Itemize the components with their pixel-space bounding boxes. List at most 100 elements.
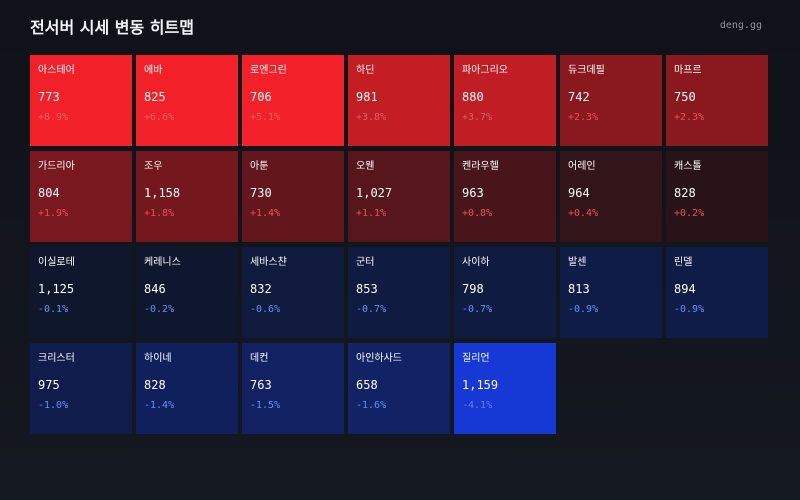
server-change: -0.9% xyxy=(674,304,705,315)
heatmap-cell[interactable]: 로엔그린 706 +5.1% xyxy=(242,55,344,146)
heatmap-cell[interactable]: 군터 853 -0.7% xyxy=(348,247,450,338)
server-price: 773 xyxy=(38,90,60,104)
server-name: 질리언 xyxy=(462,353,490,364)
server-price: 825 xyxy=(144,90,166,104)
server-name: 아스테어 xyxy=(38,65,75,76)
server-name: 가드리아 xyxy=(38,161,75,172)
brand-label: deng.gg xyxy=(719,20,762,31)
server-name: 하딘 xyxy=(356,65,375,76)
server-change: -1.6% xyxy=(356,400,387,411)
server-name: 캐스톨 xyxy=(674,161,702,172)
server-name: 어레인 xyxy=(568,161,596,172)
heatmap-cell[interactable]: 오웬 1,027 +1.1% xyxy=(348,151,450,242)
server-name: 듀크데필 xyxy=(568,65,605,76)
server-name: 마프르 xyxy=(674,65,702,76)
heatmap-cell[interactable]: 파아그리오 880 +3.7% xyxy=(454,55,556,146)
server-price: 975 xyxy=(38,378,60,392)
server-price: 804 xyxy=(38,186,60,200)
server-name: 조우 xyxy=(144,161,163,172)
server-change: +0.4% xyxy=(568,208,599,219)
server-price: 894 xyxy=(674,282,696,296)
server-change: -0.7% xyxy=(356,304,387,315)
server-price: 1,159 xyxy=(462,378,499,392)
server-change: -0.1% xyxy=(38,304,69,315)
server-price: 1,027 xyxy=(356,186,393,200)
heatmap-cell[interactable]: 듀크데필 742 +2.3% xyxy=(560,55,662,146)
server-price: 828 xyxy=(674,186,696,200)
server-change: -1.5% xyxy=(250,400,281,411)
heatmap-cell[interactable]: 하이네 828 -1.4% xyxy=(136,343,238,434)
heatmap-cell[interactable]: 아툰 730 +1.4% xyxy=(242,151,344,242)
heatmap-cell[interactable]: 어레인 964 +0.4% xyxy=(560,151,662,242)
heatmap-cell[interactable]: 마프르 750 +2.3% xyxy=(666,55,768,146)
server-name: 린델 xyxy=(674,257,693,268)
heatmap-cell[interactable]: 사이하 798 -0.7% xyxy=(454,247,556,338)
server-price: 813 xyxy=(568,282,590,296)
server-name: 하이네 xyxy=(144,353,172,364)
server-change: +2.3% xyxy=(674,112,705,123)
heatmap-cell[interactable]: 아인하사드 658 -1.6% xyxy=(348,343,450,434)
server-change: -0.9% xyxy=(568,304,599,315)
server-price: 658 xyxy=(356,378,378,392)
server-name: 케레니스 xyxy=(144,257,181,268)
heatmap-cell[interactable]: 가드리아 804 +1.9% xyxy=(30,151,132,242)
server-change: +1.4% xyxy=(250,208,281,219)
heatmap-cell[interactable]: 에바 825 +6.6% xyxy=(136,55,238,146)
heatmap-cell[interactable]: 크리스터 975 -1.0% xyxy=(30,343,132,434)
server-change: +0.2% xyxy=(674,208,705,219)
heatmap-cell[interactable]: 발센 813 -0.9% xyxy=(560,247,662,338)
server-change: +3.8% xyxy=(356,112,387,123)
server-change: +3.7% xyxy=(462,112,493,123)
server-price: 1,125 xyxy=(38,282,75,296)
heatmap-grid: 아스테어 773 +8.9% 에바 825 +6.6% 로엔그린 706 +5.1% 하딘 981 +… xyxy=(30,55,768,434)
server-change: -1.4% xyxy=(144,400,175,411)
server-change: -1.0% xyxy=(38,400,69,411)
server-change: +2.3% xyxy=(568,112,599,123)
server-name: 사이하 xyxy=(462,257,490,268)
heatmap-cell[interactable]: 캐스톨 828 +0.2% xyxy=(666,151,768,242)
heatmap-cell[interactable]: 이실로테 1,125 -0.1% xyxy=(30,247,132,338)
heatmap-cell[interactable]: 세바스챤 832 -0.6% xyxy=(242,247,344,338)
server-name: 발센 xyxy=(568,257,587,268)
page-title: 전서버 시세 변동 히트맵 xyxy=(30,18,194,37)
heatmap-cell[interactable]: 케레니스 846 -0.2% xyxy=(136,247,238,338)
server-price: 1,158 xyxy=(144,186,181,200)
server-name: 오웬 xyxy=(356,161,375,172)
server-price: 742 xyxy=(568,90,590,104)
server-price: 853 xyxy=(356,282,378,296)
server-change: -0.7% xyxy=(462,304,493,315)
server-change: -0.6% xyxy=(250,304,281,315)
server-price: 730 xyxy=(250,186,272,200)
server-price: 763 xyxy=(250,378,272,392)
heatmap-cell[interactable]: 조우 1,158 +1.8% xyxy=(136,151,238,242)
server-name: 군터 xyxy=(356,257,375,268)
server-name: 아인하사드 xyxy=(356,353,402,364)
server-name: 아툰 xyxy=(250,161,269,172)
server-change: -0.2% xyxy=(144,304,175,315)
server-name: 데컨 xyxy=(250,353,269,364)
server-price: 880 xyxy=(462,90,484,104)
heatmap-cell[interactable]: 하딘 981 +3.8% xyxy=(348,55,450,146)
server-change: +1.9% xyxy=(38,208,69,219)
heatmap-cell[interactable]: 린델 894 -0.9% xyxy=(666,247,768,338)
server-price: 828 xyxy=(144,378,166,392)
server-price: 964 xyxy=(568,186,590,200)
server-change: -4.1% xyxy=(462,400,493,411)
heatmap-cell[interactable]: 질리언 1,159 -4.1% xyxy=(454,343,556,434)
server-name: 로엔그린 xyxy=(250,65,287,76)
server-price: 750 xyxy=(674,90,696,104)
server-price: 798 xyxy=(462,282,484,296)
server-price: 981 xyxy=(356,90,378,104)
server-name: 파아그리오 xyxy=(462,65,508,76)
heatmap-cell[interactable]: 데컨 763 -1.5% xyxy=(242,343,344,434)
server-price: 706 xyxy=(250,90,272,104)
heatmap-cell[interactable]: 켄라우헬 963 +0.8% xyxy=(454,151,556,242)
server-price: 846 xyxy=(144,282,166,296)
server-name: 이실로테 xyxy=(38,257,75,268)
server-change: +6.6% xyxy=(144,112,175,123)
heatmap-cell[interactable]: 아스테어 773 +8.9% xyxy=(30,55,132,146)
server-change: +1.8% xyxy=(144,208,175,219)
server-change: +0.8% xyxy=(462,208,493,219)
server-name: 켄라우헬 xyxy=(462,161,499,172)
server-name: 세바스챤 xyxy=(250,257,287,268)
